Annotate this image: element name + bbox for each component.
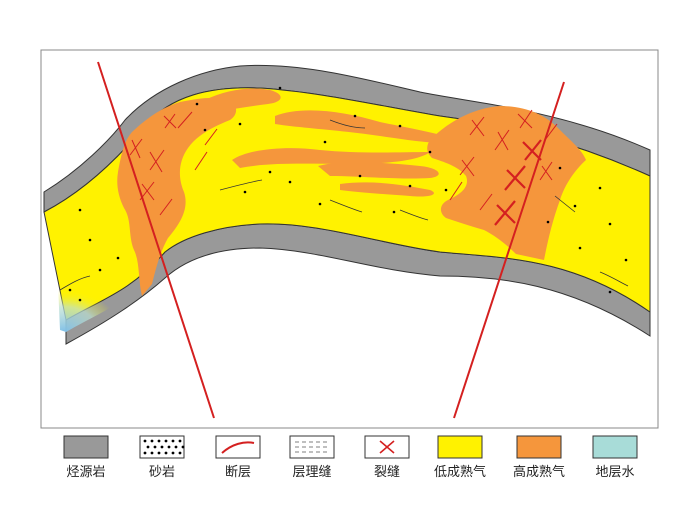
bedding-fractures [59, 119, 629, 291]
fault-right [453, 81, 565, 419]
legend-item-sandstone: 砂岩 [139, 435, 185, 480]
sandstone-dots [68, 86, 628, 302]
legend-label-hydrocarbon-source-rock: 烃源岩 [66, 465, 105, 480]
legend-item-hydrocarbon-source-rock: 烃源岩 [63, 435, 109, 480]
formation-water-zone [58, 285, 120, 332]
fracture-marks [129, 109, 558, 216]
legend-label-high-maturity-gas: 高成熟气 [513, 464, 565, 480]
legend-label-sandstone: 砂岩 [149, 465, 175, 480]
legend-swatch-hydrocarbon-source-rock [63, 435, 109, 459]
legend-item-high-maturity-gas: 高成熟气 [513, 435, 565, 480]
legend: 烃源岩 砂岩 断层 层理缝 裂缝 低成熟气 高成熟气 地层水 [63, 435, 638, 480]
legend-label-fracture: 裂缝 [374, 465, 400, 480]
legend-label-low-maturity-gas: 低成熟气 [434, 464, 486, 480]
legend-label-bedding-fracture: 层理缝 [292, 465, 331, 480]
high-maturity-gas-finger-5 [340, 182, 434, 197]
legend-label-fault: 断层 [225, 465, 251, 480]
fault-left [97, 61, 215, 419]
legend-swatch-formation-water [592, 435, 638, 459]
high-maturity-gas-finger-2 [275, 110, 460, 143]
high-maturity-gas-finger-4 [318, 162, 439, 179]
high-maturity-gas-finger-1 [205, 88, 281, 112]
legend-swatch-high-maturity-gas [516, 435, 562, 459]
legend-item-fault: 断层 [215, 435, 261, 480]
legend-item-fracture: 裂缝 [364, 435, 410, 480]
legend-item-low-maturity-gas: 低成熟气 [434, 435, 486, 480]
legend-swatch-low-maturity-gas [437, 435, 483, 459]
high-maturity-gas-left [117, 97, 237, 296]
fracture-marks-bold [494, 139, 542, 226]
legend-label-formation-water: 地层水 [595, 465, 634, 480]
legend-item-bedding-fracture: 层理缝 [289, 435, 335, 480]
legend-item-formation-water: 地层水 [592, 435, 638, 480]
high-maturity-gas-right [427, 106, 586, 260]
legend-swatch-fault [215, 435, 261, 459]
